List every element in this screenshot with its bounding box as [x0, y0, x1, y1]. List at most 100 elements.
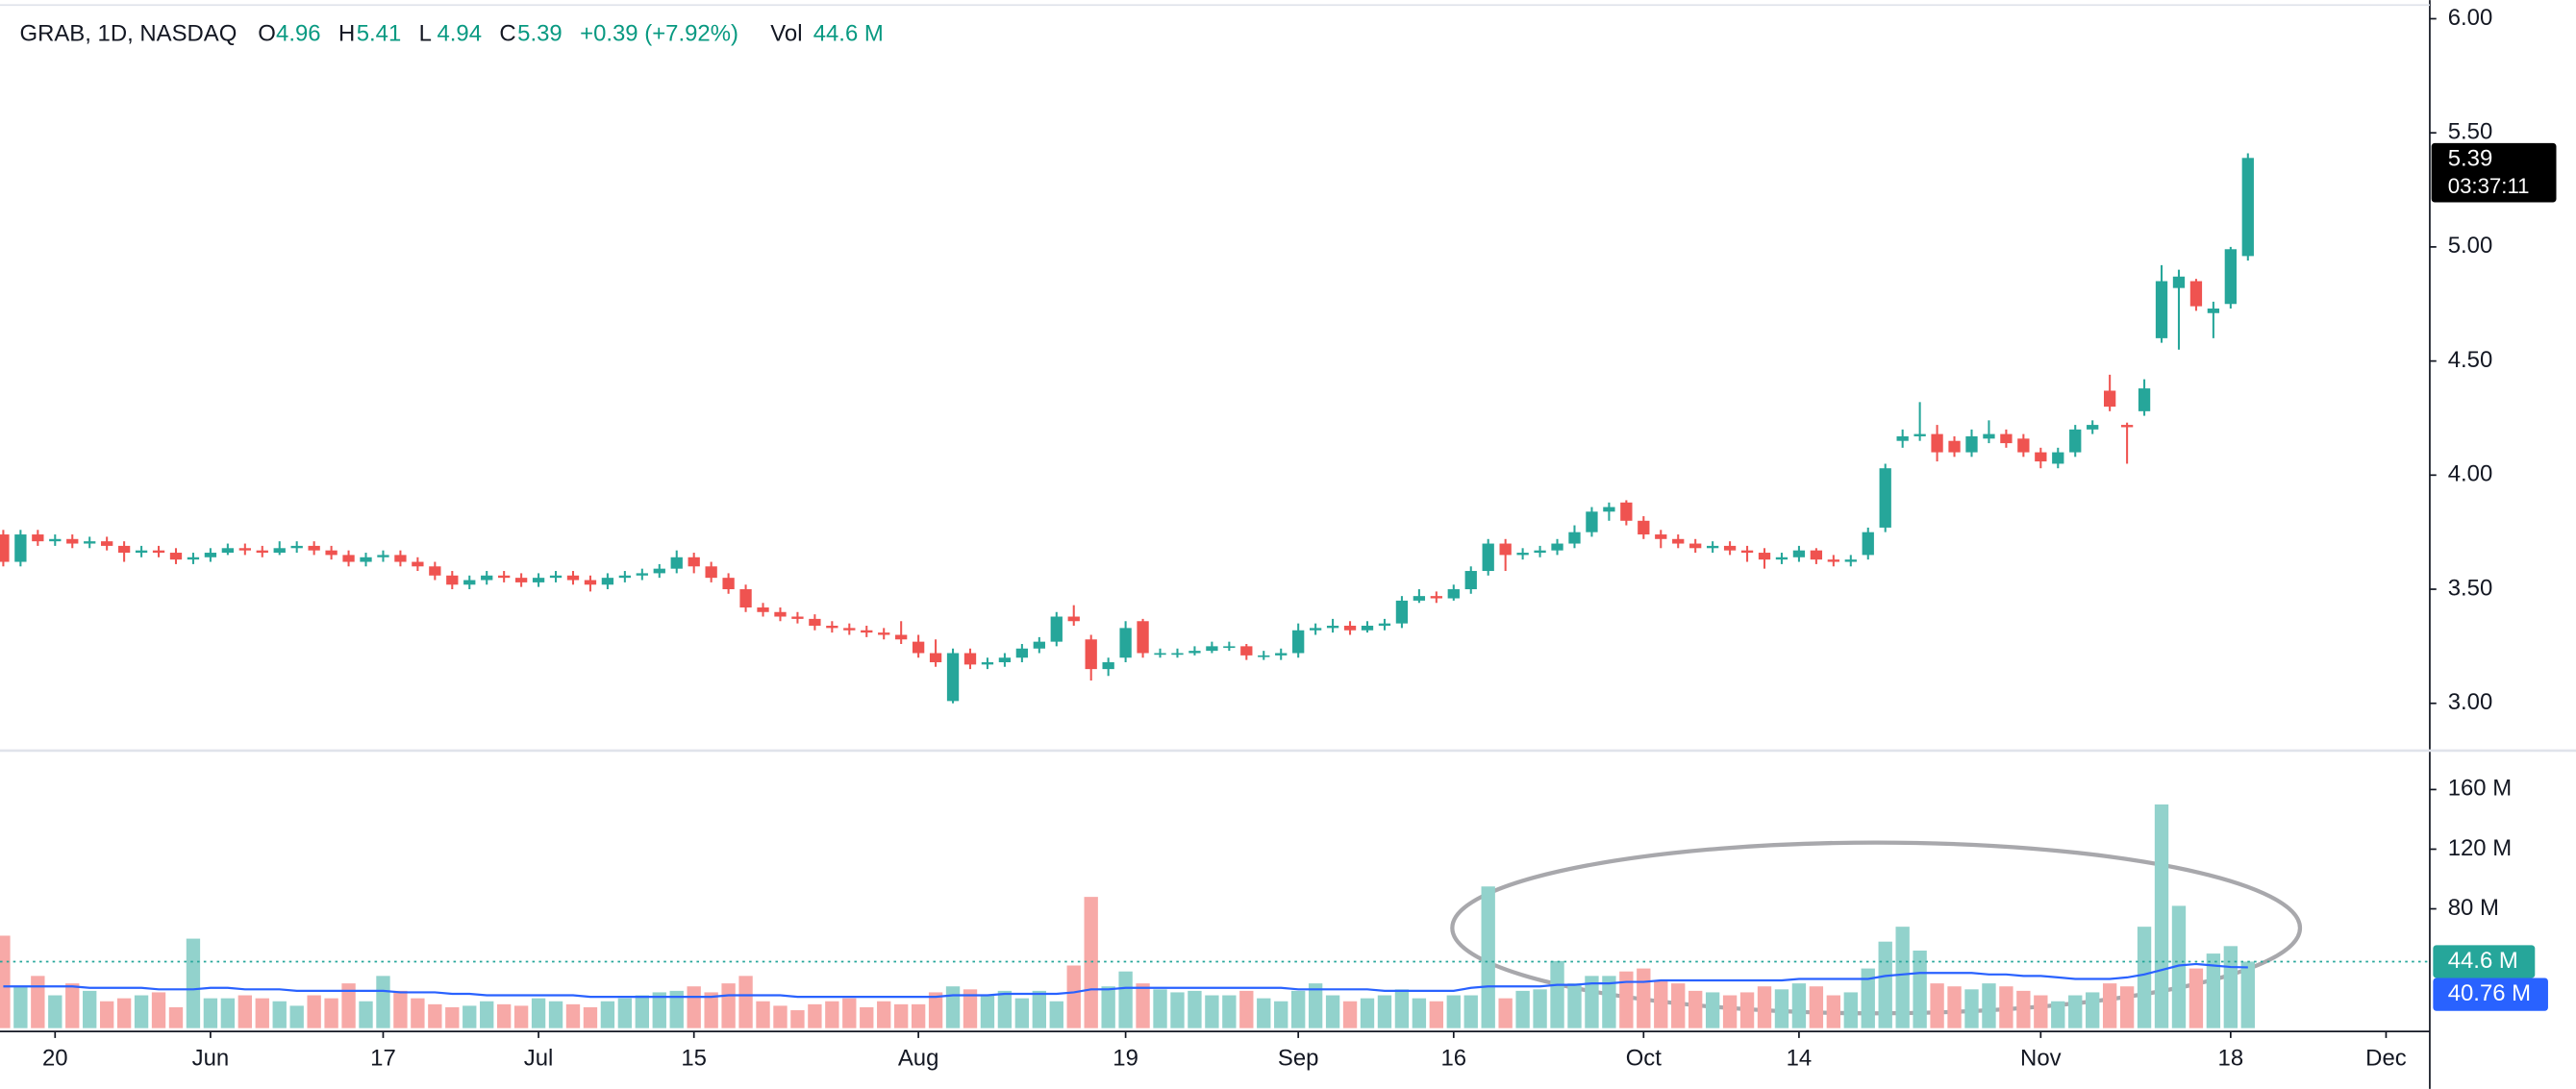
candle-body: [1050, 616, 1063, 642]
volume-bar: [324, 998, 338, 1028]
candle-body: [1499, 543, 1512, 556]
candle-body: [670, 557, 683, 569]
candle-body: [1620, 502, 1633, 521]
volume-bar: [1118, 971, 1133, 1028]
candle-body: [2241, 158, 2254, 257]
candle-body: [1395, 600, 1409, 624]
candle-body: [1775, 557, 1788, 560]
volume-bar: [1947, 986, 1962, 1028]
candle-body: [256, 550, 268, 554]
candle-body: [2035, 452, 2047, 462]
candle-body: [1309, 628, 1322, 631]
volume-bar: [565, 1003, 581, 1028]
volume-bar: [99, 1001, 114, 1028]
volume-bar: [808, 1003, 822, 1028]
ma-tag-text: 40.76 M: [2448, 980, 2531, 1006]
volume-bar: [1325, 995, 1340, 1028]
volume-bar: [376, 976, 390, 1028]
volume-bar: [428, 1003, 442, 1028]
volume-bar: [513, 1005, 529, 1028]
volume-bar: [1913, 950, 1927, 1028]
volume-bar: [1999, 986, 2013, 1028]
volume-bar: [1688, 990, 1703, 1028]
volume-bar: [65, 983, 80, 1028]
header-text: C: [499, 20, 515, 46]
volume-bar: [134, 995, 149, 1028]
candle-body: [101, 541, 113, 546]
candle-body: [809, 618, 821, 627]
header-text: 5.39: [517, 20, 563, 46]
candle-body: [412, 561, 424, 567]
candle-body: [1862, 532, 1874, 556]
volume-bar: [1567, 983, 1582, 1028]
volume-bar: [1774, 989, 1789, 1028]
volume-bar: [1809, 986, 1824, 1028]
volume-bar: [652, 992, 666, 1028]
candle-body: [1896, 435, 1909, 441]
volume-bar: [687, 986, 701, 1028]
volume-bar: [1084, 897, 1098, 1028]
volume-bar: [151, 992, 166, 1028]
candle-body: [1965, 435, 1978, 453]
candle-body: [49, 538, 62, 542]
candle-body: [1015, 648, 1029, 658]
volume-bar: [289, 1005, 304, 1028]
volume-bar: [359, 1001, 373, 1028]
candle-body: [636, 573, 648, 576]
x-tick-label: 14: [1787, 1045, 1813, 1071]
candle-body: [1844, 559, 1857, 562]
last-volume-tag-text: 44.6 M: [2448, 948, 2518, 974]
volume-bar: [463, 1005, 477, 1028]
volume-bar: [980, 995, 995, 1028]
volume-bar: [1188, 990, 1202, 1028]
volume-bar: [1274, 1001, 1288, 1028]
candle-body: [498, 575, 511, 579]
y2-tick-label: 80 M: [2448, 895, 2499, 921]
candle-body: [1603, 507, 1615, 512]
volume-bar: [2034, 995, 2048, 1028]
volume-bar: [307, 995, 321, 1028]
candle-body: [1258, 655, 1270, 657]
x-tick-label: 18: [2218, 1045, 2244, 1071]
annotation-ellipse: [1450, 840, 2303, 1016]
candle-body: [1655, 534, 1667, 539]
volume-bar: [1222, 995, 1237, 1028]
volume-bar: [704, 992, 718, 1028]
volume-bar: [1291, 990, 1306, 1028]
candle-body: [1740, 550, 1754, 554]
volume-bar: [1895, 927, 1910, 1028]
volume-bar: [721, 983, 736, 1028]
x-tick-label: Sep: [1278, 1045, 1319, 1071]
volume-bar: [738, 976, 753, 1028]
volume-bar: [635, 995, 649, 1028]
candle-body: [1948, 440, 1961, 453]
candle-body: [705, 566, 717, 579]
candle-body: [221, 548, 235, 554]
candle-body: [757, 607, 769, 612]
candle-body: [981, 661, 994, 665]
candle-body: [2207, 309, 2220, 313]
candle-body: [1482, 543, 1494, 572]
volume-bar: [1412, 998, 1427, 1028]
volume-bar: [480, 1001, 494, 1028]
volume-bar: [1705, 992, 1720, 1028]
candle-body: [1551, 543, 1563, 551]
volume-bar: [1602, 976, 1616, 1028]
candle-body: [238, 548, 251, 551]
candle-body: [1689, 543, 1702, 549]
x-tick-label: Dec: [2365, 1045, 2407, 1071]
volume-bar: [583, 1006, 598, 1028]
volume-bar: [1826, 995, 1841, 1028]
volume-bar: [186, 938, 201, 1028]
volume-bar: [842, 998, 857, 1028]
y2-tick-label: 160 M: [2448, 776, 2512, 802]
volume-bar: [1377, 995, 1392, 1028]
candle-body: [843, 628, 856, 631]
legend-header: GRAB, 1D, NASDAQ O 4.96 H 5.41 L 4.94 C 5.39 +0.3…: [20, 20, 884, 46]
candle-body: [325, 550, 338, 556]
candle-body: [946, 653, 960, 702]
candle-body: [273, 548, 286, 554]
volume-bar: [1170, 992, 1185, 1028]
candle-body: [1154, 653, 1166, 656]
